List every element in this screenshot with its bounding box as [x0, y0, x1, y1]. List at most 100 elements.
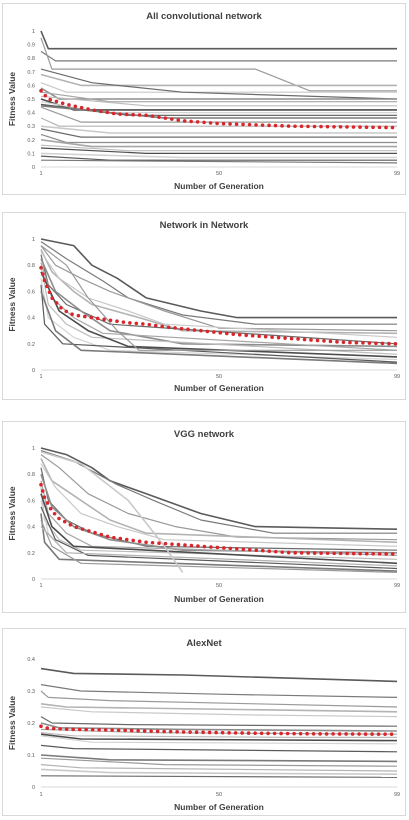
x-axis-label: Number of Generation [174, 181, 264, 191]
y-tick-label: 0 [32, 165, 35, 171]
series-line [40, 73, 397, 87]
x-tick-label: 50 [216, 583, 222, 589]
series-line [40, 251, 398, 338]
series-line [40, 125, 397, 134]
y-tick-label: 0.8 [27, 56, 35, 62]
series-line [40, 87, 397, 100]
series-line [40, 764, 398, 772]
series-line [40, 245, 398, 332]
chart-panel-alexnet: AlexNet 0 0.1 0.2 0.3 0.4 1 50 99 Number of Gener… [2, 628, 406, 816]
series-line [40, 775, 398, 778]
series-line [40, 458, 398, 544]
y-tick-label: 0.2 [27, 721, 35, 727]
chart-title: Network in Network [160, 220, 249, 231]
y-tick-label: 1 [32, 29, 35, 35]
chart-panel-network-in-network: Network in Network 0 0.2 0.4 0.6 0.8 1 1 50 99 Num… [2, 212, 406, 400]
series-line [40, 454, 398, 541]
series-line [40, 291, 398, 365]
chart-title: AlexNet [186, 638, 222, 649]
x-tick-label: 50 [216, 171, 222, 177]
y-tick-label: 0.6 [27, 498, 35, 504]
series-line [40, 91, 397, 103]
x-tick-label: 1 [39, 792, 42, 798]
y-tick-label: 0.3 [27, 689, 35, 695]
x-tick-label: 99 [394, 171, 400, 177]
series-line [40, 463, 398, 547]
series-line [40, 238, 397, 319]
series-line [40, 526, 398, 567]
series-line [40, 732, 397, 739]
chart-svg: AlexNet 0 0.1 0.2 0.3 0.4 1 50 99 Number of Gener… [7, 638, 400, 812]
series-line [40, 50, 397, 62]
series-line [40, 117, 397, 127]
chart-title: VGG network [174, 429, 235, 440]
series-line [40, 513, 398, 572]
series-line [40, 768, 398, 775]
average-dotted-line [39, 724, 399, 736]
series-line [40, 722, 398, 732]
y-tick-label: 0.2 [27, 342, 35, 348]
series-line [40, 249, 398, 335]
chart-svg: VGG network 0 0.2 0.4 0.6 0.8 1 1 50 99 Number of … [7, 429, 400, 604]
series-line [40, 245, 397, 351]
y-tick-label: 0.2 [27, 551, 35, 557]
average-dotted-line [39, 265, 399, 346]
y-tick-label: 0.1 [27, 753, 35, 759]
chart-title: All convolutional network [146, 11, 262, 22]
y-tick-label: 0 [32, 785, 35, 791]
series-line [40, 733, 398, 742]
y-tick-label: 0.4 [27, 525, 35, 531]
series-line [40, 506, 398, 570]
y-axis-label: Fitness Value [7, 72, 17, 127]
chart-panel-all-convolutional: All convolutional network 0 0.1 0.2 0.3 0.4 0.… [2, 3, 406, 195]
y-tick-label: 1 [32, 446, 35, 452]
average-dotted-line [39, 89, 399, 130]
series-line [40, 450, 397, 534]
series-line [40, 30, 397, 50]
series-line [40, 716, 398, 727]
series-line [40, 451, 184, 573]
series-line [40, 241, 397, 325]
series-line [40, 128, 397, 138]
x-axis-label: Number of Generation [174, 594, 264, 604]
series-line [40, 95, 397, 107]
series-line [40, 152, 397, 159]
y-tick-label: 0.6 [27, 83, 35, 89]
series-line [40, 754, 398, 763]
series-line [40, 744, 398, 753]
y-tick-label: 0.8 [27, 263, 35, 269]
x-tick-label: 50 [216, 792, 222, 798]
y-tick-label: 0 [32, 577, 35, 583]
series-line [40, 82, 397, 93]
series-line [40, 706, 398, 718]
series-line [40, 493, 398, 565]
y-axis-label: Fitness Value [7, 277, 17, 332]
series-line [40, 254, 398, 345]
y-tick-label: 0.3 [27, 124, 35, 130]
series-line [40, 147, 397, 154]
y-tick-label: 1 [32, 237, 35, 243]
series-line [40, 37, 397, 92]
x-tick-label: 50 [216, 374, 222, 380]
y-tick-label: 0.8 [27, 472, 35, 478]
y-tick-label: 0 [32, 368, 35, 374]
chart-panel-vgg: VGG network 0 0.2 0.4 0.6 0.8 1 1 50 99 Number of … [2, 421, 406, 613]
series-line [40, 667, 398, 683]
x-tick-label: 99 [394, 792, 400, 798]
series-line [40, 265, 398, 355]
x-tick-label: 1 [39, 171, 42, 177]
y-tick-label: 0.1 [27, 151, 35, 157]
series-line [40, 284, 398, 363]
y-tick-label: 0.4 [27, 111, 35, 117]
series-line [40, 106, 397, 123]
series-line [40, 68, 398, 100]
x-tick-label: 1 [39, 583, 42, 589]
series-line [40, 139, 397, 148]
x-tick-label: 99 [394, 583, 400, 589]
y-tick-label: 0.6 [27, 289, 35, 295]
y-tick-label: 0.7 [27, 70, 35, 76]
series-line [40, 703, 398, 713]
x-axis-label: Number of Generation [174, 383, 264, 393]
series-line [40, 133, 397, 144]
x-tick-label: 99 [394, 374, 400, 380]
